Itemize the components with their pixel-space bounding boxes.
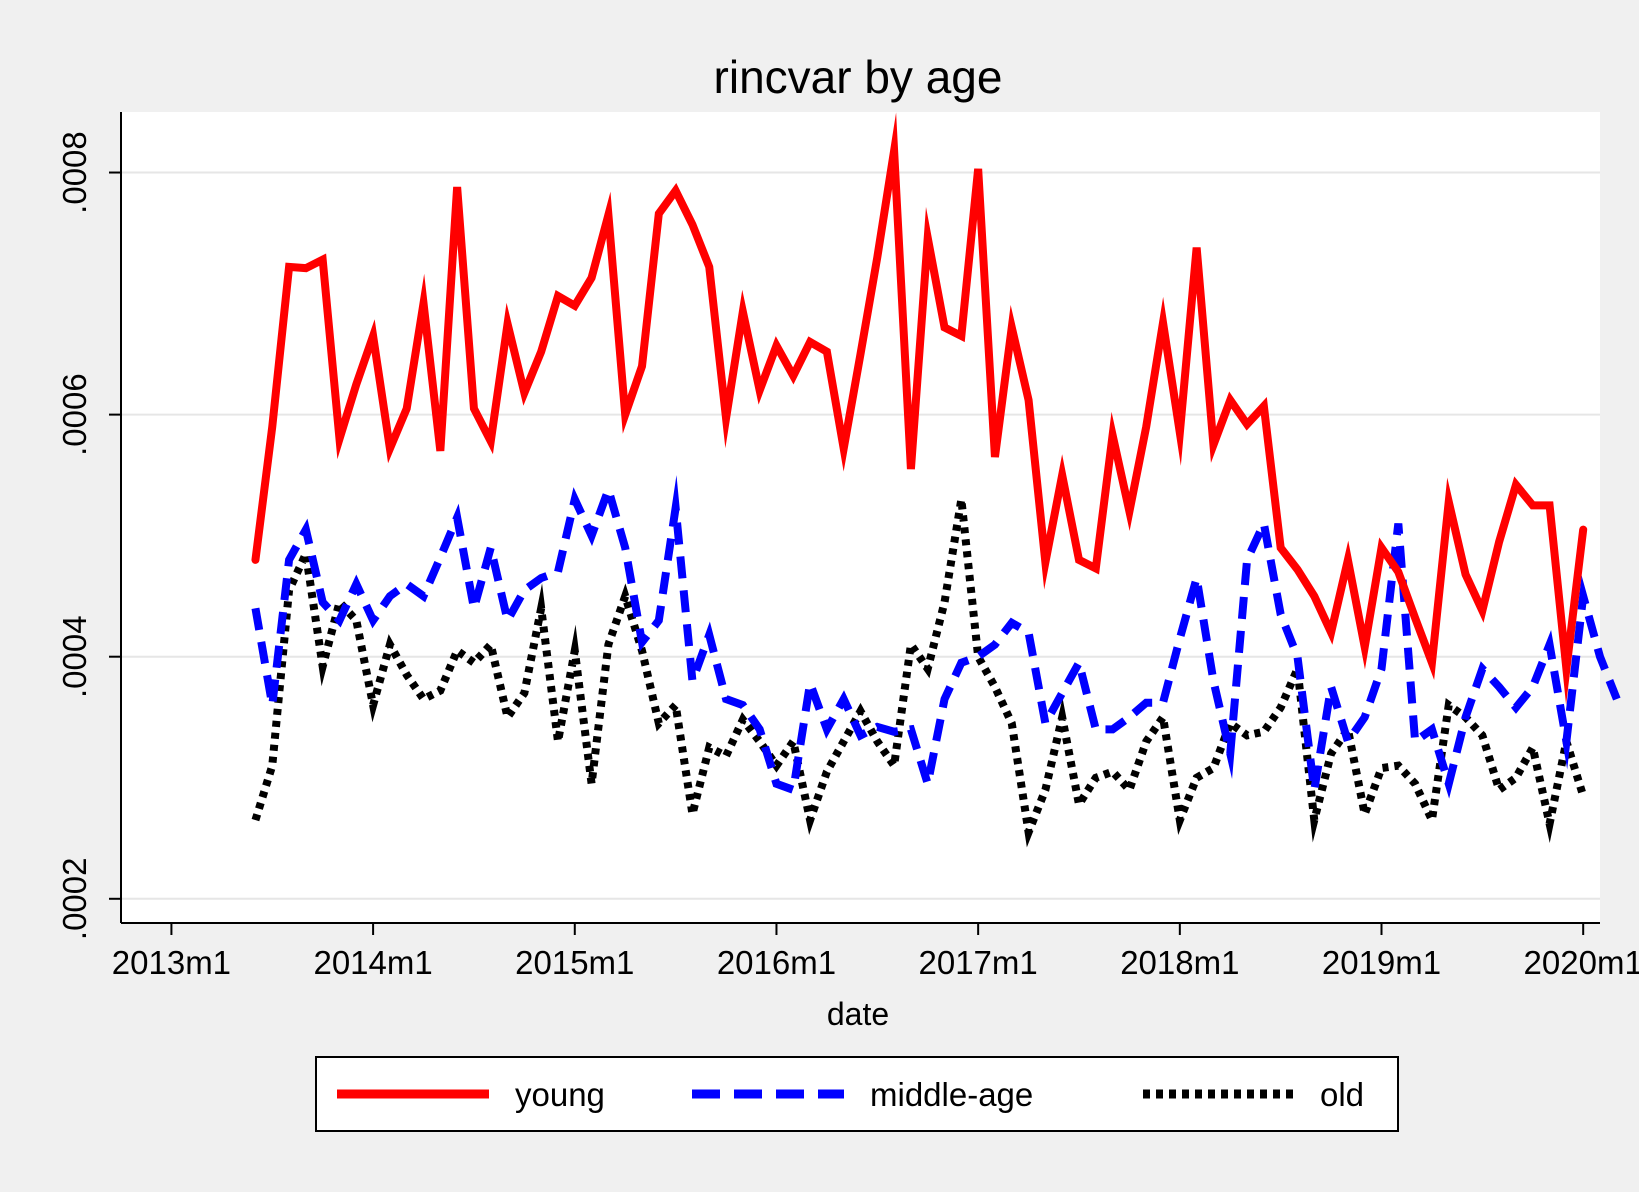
y-tick-label: .0006 — [56, 373, 93, 456]
chart-title: rincvar by age — [714, 51, 1003, 103]
legend-label-old: old — [1320, 1076, 1364, 1113]
legend: young middle-age old — [315, 1056, 1399, 1132]
series-line-middle-age — [251, 475, 1621, 818]
series-lines — [251, 112, 1621, 848]
x-tick-label: 2019m1 — [1322, 944, 1441, 981]
y-tick-label: .0002 — [56, 857, 93, 940]
series-line-young — [251, 112, 1588, 705]
x-tick-label: 2017m1 — [919, 944, 1038, 981]
x-tick-label: 2013m1 — [112, 944, 231, 981]
legend-label-middle-age: middle-age — [870, 1076, 1033, 1113]
x-axis-ticks: 2013m1 2014m1 2015m1 2016m1 2017m1 2018m1 2019… — [112, 923, 1639, 981]
y-tick-label: .0004 — [56, 615, 93, 698]
y-tick-label: .0008 — [56, 131, 93, 214]
series-line-old — [251, 469, 1588, 848]
x-tick-label: 2016m1 — [717, 944, 836, 981]
x-tick-label: 2014m1 — [313, 944, 432, 981]
legend-label-young: young — [515, 1076, 605, 1113]
y-axis-ticks: .0002 .0004 .0006 .0008 — [56, 131, 121, 940]
plot-area — [121, 112, 1600, 923]
x-axis-label: date — [827, 996, 889, 1032]
x-tick-label: 2015m1 — [515, 944, 634, 981]
x-tick-label: 2020m1 — [1524, 944, 1639, 981]
x-tick-label: 2018m1 — [1120, 944, 1239, 981]
legend-box — [315, 1056, 1399, 1132]
